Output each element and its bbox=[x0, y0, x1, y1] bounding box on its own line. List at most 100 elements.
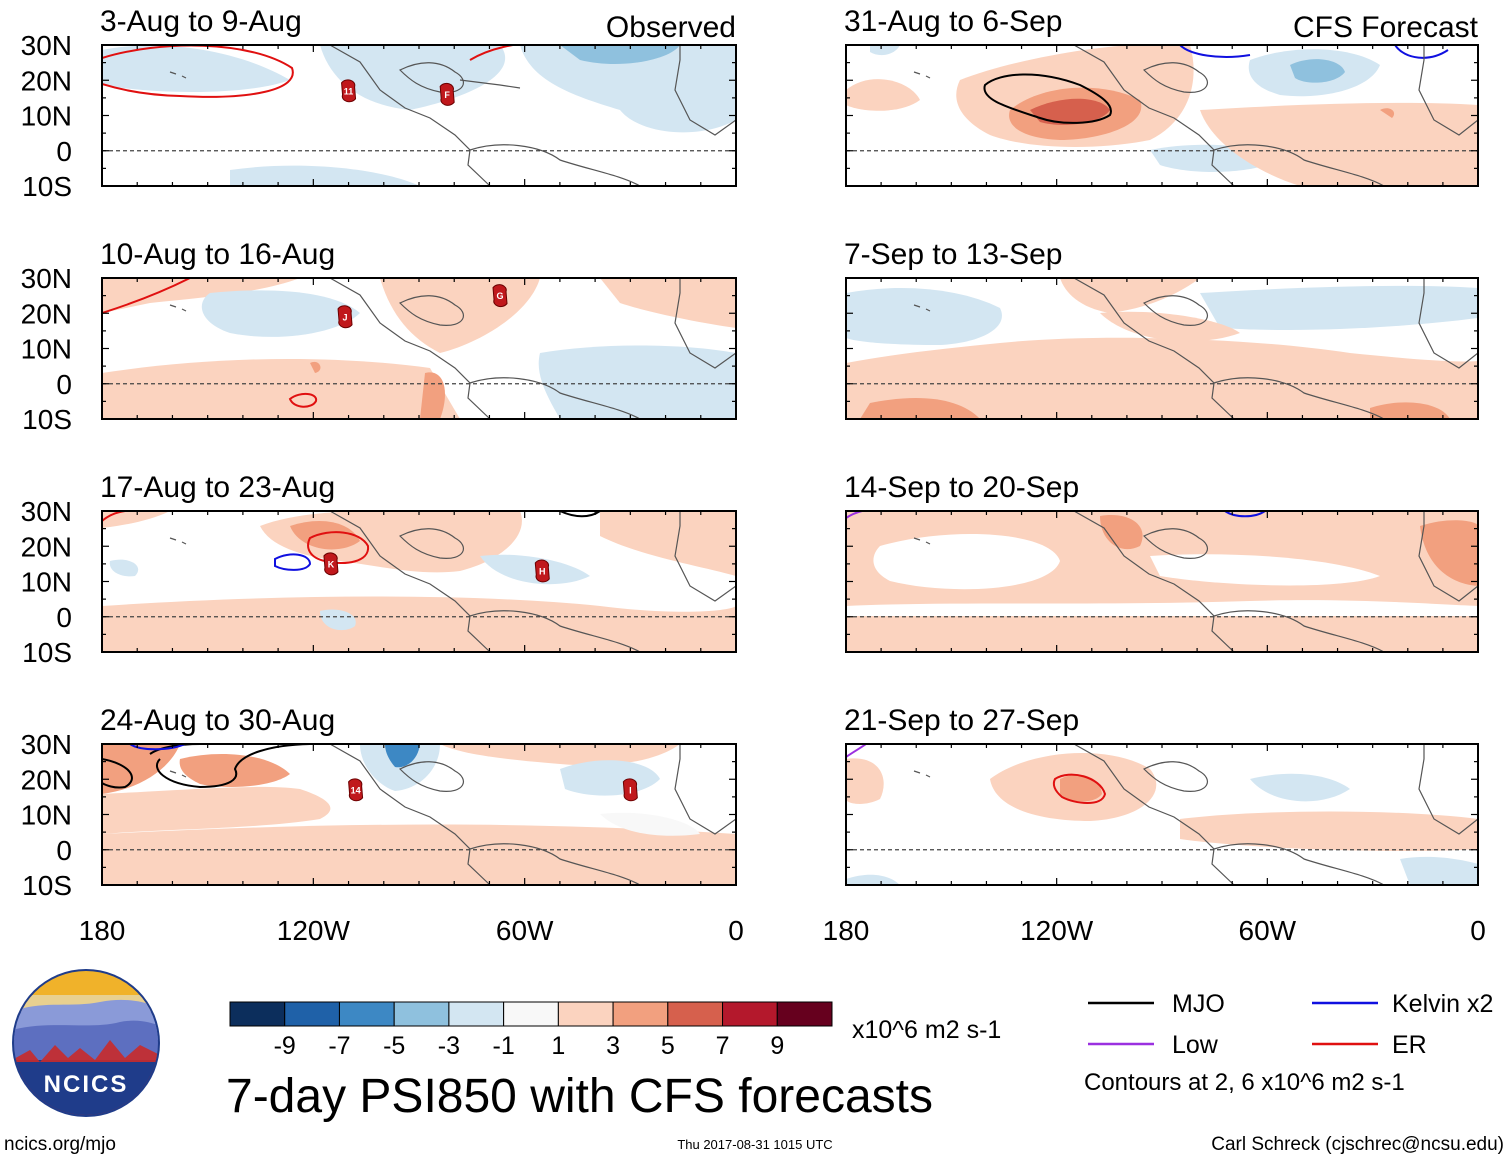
storm-label: I bbox=[629, 785, 632, 795]
colorbar-swatch bbox=[229, 1001, 286, 1027]
storm-icon bbox=[337, 305, 353, 329]
legend-label: Kelvin x2 bbox=[1392, 990, 1493, 1018]
panel-forecast-1 bbox=[846, 44, 1479, 187]
panel-forecast-2 bbox=[846, 277, 1479, 420]
x-tick-label: 120W bbox=[1020, 915, 1094, 946]
y-tick-label: 10S bbox=[22, 404, 72, 435]
storm-icon bbox=[622, 778, 638, 802]
storm-label: K bbox=[328, 559, 335, 569]
legend-label: Low bbox=[1172, 1031, 1219, 1059]
colorbar-units: x10^6 m2 s-1 bbox=[852, 1016, 1001, 1044]
y-tick-label: 10S bbox=[22, 637, 72, 668]
storm-label: F bbox=[444, 90, 450, 100]
colorbar-label: 5 bbox=[661, 1032, 675, 1060]
land-outline bbox=[169, 44, 737, 187]
panel-frame-6: 7-Sep to 13-Sep bbox=[844, 238, 1479, 420]
colorbar-swatch bbox=[503, 1001, 559, 1027]
x-tick-label: 180 bbox=[823, 915, 870, 946]
colorbar-swatch bbox=[722, 1001, 778, 1027]
panel-frame-1: 30N 20N 10N 0 10S 3-Aug to 9-Aug Observed 11 F bbox=[21, 5, 737, 202]
x-tick-label: 0 bbox=[1470, 915, 1486, 946]
y-tick-label: 30N bbox=[21, 263, 72, 294]
storm-icon bbox=[348, 778, 364, 802]
timestamp: Thu 2017-08-31 1015 UTC bbox=[677, 1137, 832, 1152]
colorbar-swatch bbox=[393, 1001, 450, 1027]
storm-marker: 11 bbox=[341, 79, 357, 103]
y-tick-label: 0 bbox=[56, 136, 72, 167]
y-tick-label: 10S bbox=[22, 870, 72, 901]
y-tick-label: 10N bbox=[21, 567, 72, 598]
y-tick-label: 10S bbox=[22, 171, 72, 202]
legend: MJO Kelvin x2 Low ER bbox=[1088, 990, 1493, 1059]
legend-label: ER bbox=[1392, 1031, 1427, 1059]
observed-label: Observed bbox=[606, 11, 736, 44]
panel-title: 31-Aug to 6-Sep bbox=[844, 5, 1062, 38]
panel-frame-4: 30N 20N 10N 0 10S 24-Aug to 30-Aug 14 I bbox=[21, 704, 737, 901]
ncics-logo: NCICS bbox=[12, 969, 160, 1117]
panel-observed-2 bbox=[102, 277, 737, 420]
x-tick-label: 60W bbox=[1239, 915, 1297, 946]
storm-icon bbox=[439, 82, 455, 106]
panel-title: 21-Sep to 27-Sep bbox=[844, 704, 1079, 737]
colorbar-swatch bbox=[338, 1001, 395, 1027]
panel-frame-8: 21-Sep to 27-Sep bbox=[844, 704, 1479, 886]
y-tick-label: 0 bbox=[56, 602, 72, 633]
panel-title: 10-Aug to 16-Aug bbox=[100, 238, 335, 271]
colorbar-swatch bbox=[612, 1001, 669, 1027]
panel-title: 24-Aug to 30-Aug bbox=[100, 704, 335, 737]
panel-frames: 30N 20N 10N 0 10S 3-Aug to 9-Aug Observed 11 F 30… bbox=[21, 5, 1486, 946]
panel-forecast-4 bbox=[846, 743, 1479, 886]
colorbar-swatch bbox=[776, 1001, 833, 1027]
colorbar-swatch bbox=[557, 1001, 614, 1027]
land-outline bbox=[169, 743, 737, 886]
colorbar-label: -9 bbox=[274, 1032, 296, 1060]
y-tick-label: 30N bbox=[21, 729, 72, 760]
colorbar-label: -3 bbox=[438, 1032, 460, 1060]
storm-marker: I bbox=[622, 778, 638, 802]
y-tick-label: 10N bbox=[21, 101, 72, 132]
site-url: ncics.org/mjo bbox=[4, 1134, 116, 1155]
storm-label: 14 bbox=[351, 785, 361, 795]
storm-marker: K bbox=[323, 552, 339, 576]
colorbar-label: 7 bbox=[716, 1032, 730, 1060]
colorbar: -9 -7 -5 -3 -1 1 3 5 7 9 bbox=[229, 1001, 833, 1060]
logo-text: NCICS bbox=[44, 1071, 129, 1098]
storm-marker: J bbox=[337, 305, 353, 329]
colorbar-label: 1 bbox=[551, 1032, 565, 1060]
legend-item: Low bbox=[1088, 1031, 1219, 1059]
panel-forecast-3 bbox=[846, 510, 1479, 653]
x-tick-label: 180 bbox=[79, 915, 126, 946]
y-tick-label: 20N bbox=[21, 65, 72, 96]
author-credit: Carl Schreck (cjschrec@ncsu.edu) bbox=[1211, 1134, 1504, 1155]
y-tick-label: 0 bbox=[56, 369, 72, 400]
legend-item: ER bbox=[1312, 1031, 1427, 1059]
panel-frame-5: 31-Aug to 6-Sep CFS Forecast bbox=[844, 5, 1479, 187]
legend-item: Kelvin x2 bbox=[1312, 990, 1493, 1018]
colorbar-label: 9 bbox=[770, 1032, 784, 1060]
storm-marker: 14 bbox=[348, 778, 364, 802]
forecast-label: CFS Forecast bbox=[1293, 11, 1479, 44]
panel-frame-2: 30N 20N 10N 0 10S 10-Aug to 16-Aug J G bbox=[21, 238, 737, 435]
storm-label: G bbox=[497, 291, 504, 301]
panel-title: 17-Aug to 23-Aug bbox=[100, 471, 335, 504]
colorbar-label: -7 bbox=[328, 1032, 350, 1060]
storm-marker: F bbox=[439, 82, 455, 106]
x-tick-label: 0 bbox=[728, 915, 744, 946]
storm-icon bbox=[323, 552, 339, 576]
panel-title: 7-Sep to 13-Sep bbox=[844, 238, 1062, 271]
panel-title: 3-Aug to 9-Aug bbox=[100, 5, 302, 38]
y-tick-label: 20N bbox=[21, 764, 72, 795]
y-tick-label: 20N bbox=[21, 298, 72, 329]
colorbar-label: -5 bbox=[383, 1032, 405, 1060]
panel-observed-4 bbox=[102, 743, 737, 886]
panel-title: 14-Sep to 20-Sep bbox=[844, 471, 1079, 504]
panel-frame-3: 30N 20N 10N 0 10S 17-Aug to 23-Aug K H bbox=[21, 471, 737, 668]
y-tick-label: 0 bbox=[56, 835, 72, 866]
y-tick-label: 20N bbox=[21, 531, 72, 562]
panel-frame-7: 14-Sep to 20-Sep bbox=[844, 471, 1479, 653]
colorbar-swatch bbox=[667, 1001, 724, 1027]
x-tick-label: 60W bbox=[496, 915, 554, 946]
storm-marker: H bbox=[534, 559, 550, 583]
